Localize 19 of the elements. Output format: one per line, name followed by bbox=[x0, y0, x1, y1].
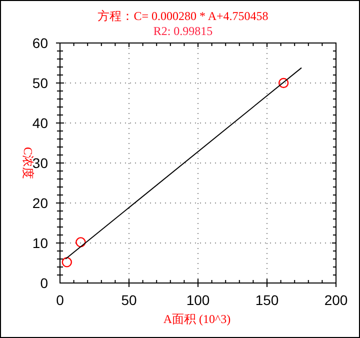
y-tick-label: 10 bbox=[32, 235, 48, 251]
y-tick-label: 30 bbox=[32, 155, 48, 171]
point bbox=[62, 257, 72, 268]
point bbox=[278, 78, 289, 88]
x-tick-label: 150 bbox=[255, 292, 279, 308]
y-tick-label: 50 bbox=[32, 75, 48, 91]
y-tick-label: 40 bbox=[32, 115, 48, 131]
y-tick-label: 60 bbox=[32, 35, 48, 51]
y-tick-label: 20 bbox=[32, 195, 48, 211]
chart-subtitle: R2: 0.99815 bbox=[153, 24, 213, 38]
x-axis-title: A面积 (10^3) bbox=[163, 312, 231, 326]
x-tick-label: 50 bbox=[121, 292, 137, 308]
x-tick-label: 200 bbox=[324, 292, 348, 308]
chart-title: 方程：C= 0.000280 * A+4.750458 bbox=[98, 9, 268, 23]
point bbox=[76, 237, 86, 248]
y-tick-label: 0 bbox=[40, 275, 48, 291]
x-tick-label: 0 bbox=[56, 292, 64, 308]
y-axis-title: C浓度 bbox=[21, 146, 35, 180]
x-tick-label: 100 bbox=[186, 292, 210, 308]
